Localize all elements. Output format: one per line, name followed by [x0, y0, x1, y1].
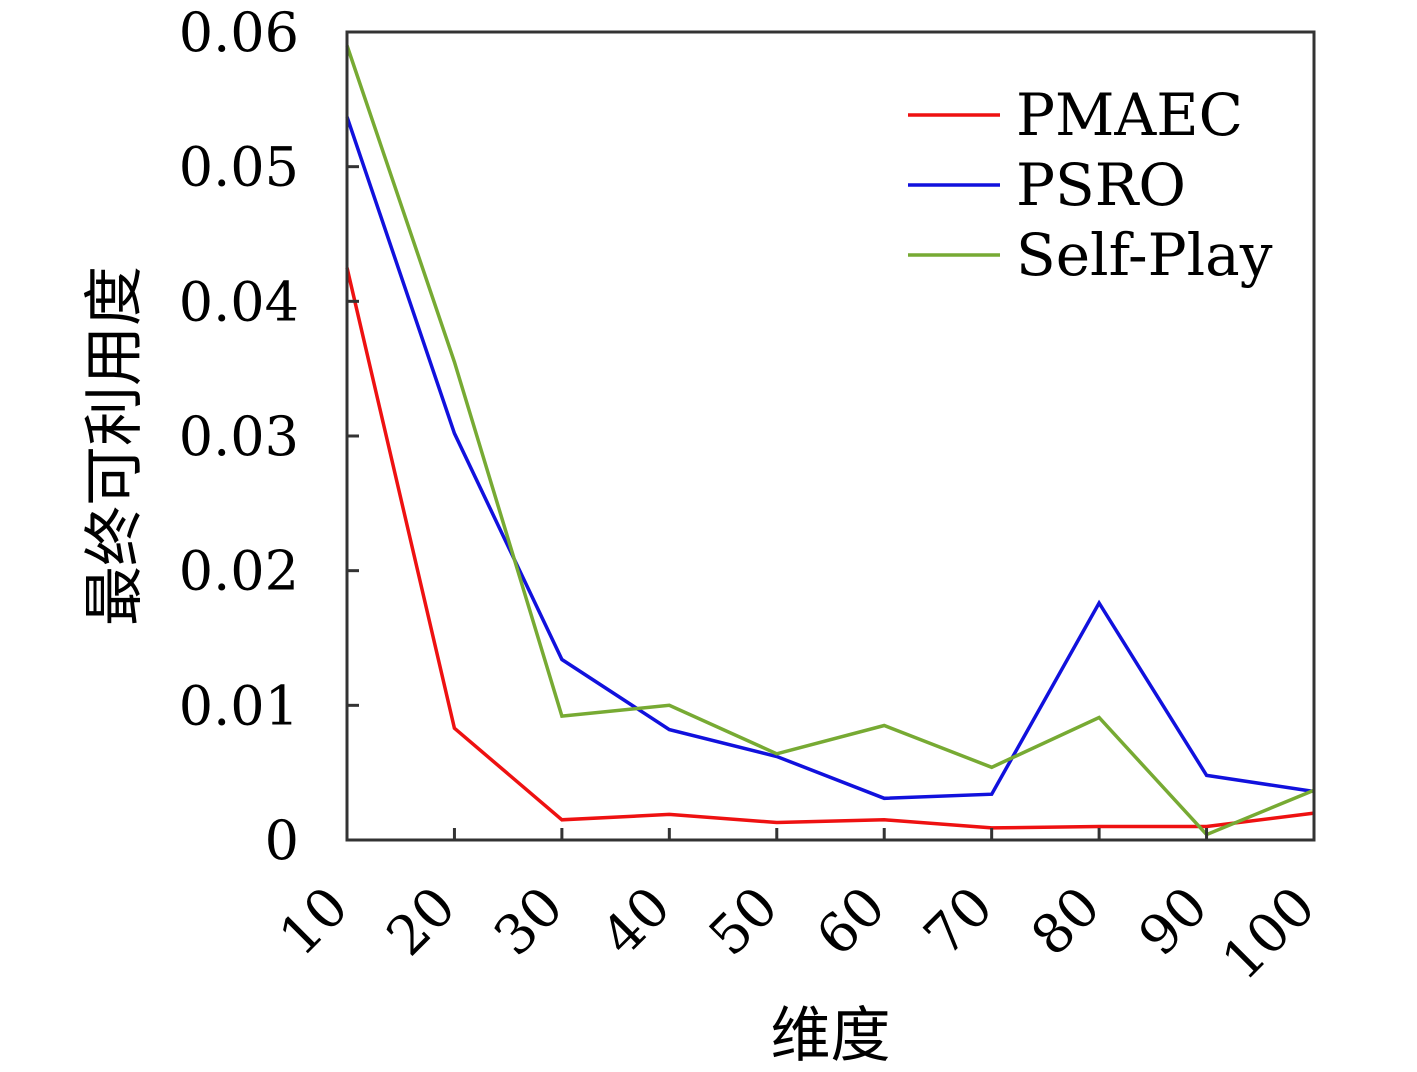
x-tick-label: 20: [374, 875, 467, 968]
x-tick-label: 70: [912, 875, 1005, 968]
series-line-1: [345, 116, 1315, 801]
y-axis: 0 0.01 0.02 0.03 0.04 0.05 0.06: [179, 1, 359, 872]
y-tick-label: 0.06: [179, 1, 299, 64]
x-tick-label: 10: [267, 875, 360, 968]
x-tick-label: 60: [804, 875, 897, 968]
y-tick-label: 0: [265, 809, 299, 872]
legend-label: PSRO: [1016, 151, 1186, 219]
x-tick-label: 50: [697, 875, 790, 968]
series-line-0: [345, 267, 1315, 830]
legend-label: PMAEC: [1016, 81, 1243, 149]
x-axis-title: 维度: [771, 1001, 891, 1071]
x-tick-label: 90: [1127, 875, 1220, 968]
y-tick-label: 0.01: [179, 674, 299, 737]
series-lines: [345, 44, 1315, 837]
x-tick-label: 100: [1210, 875, 1327, 992]
x-tick-label: 40: [589, 875, 682, 968]
y-axis-title: 最终可利用度: [80, 266, 150, 626]
x-tick-label: 30: [482, 875, 575, 968]
y-tick-label: 0.02: [179, 540, 299, 603]
x-tick-label: 80: [1019, 875, 1112, 968]
legend-label: Self-Play: [1016, 221, 1273, 289]
y-tick-label: 0.05: [179, 136, 299, 199]
y-tick-label: 0.04: [179, 270, 299, 333]
series-line-2: [345, 44, 1315, 837]
y-tick-label: 0.03: [179, 405, 299, 468]
